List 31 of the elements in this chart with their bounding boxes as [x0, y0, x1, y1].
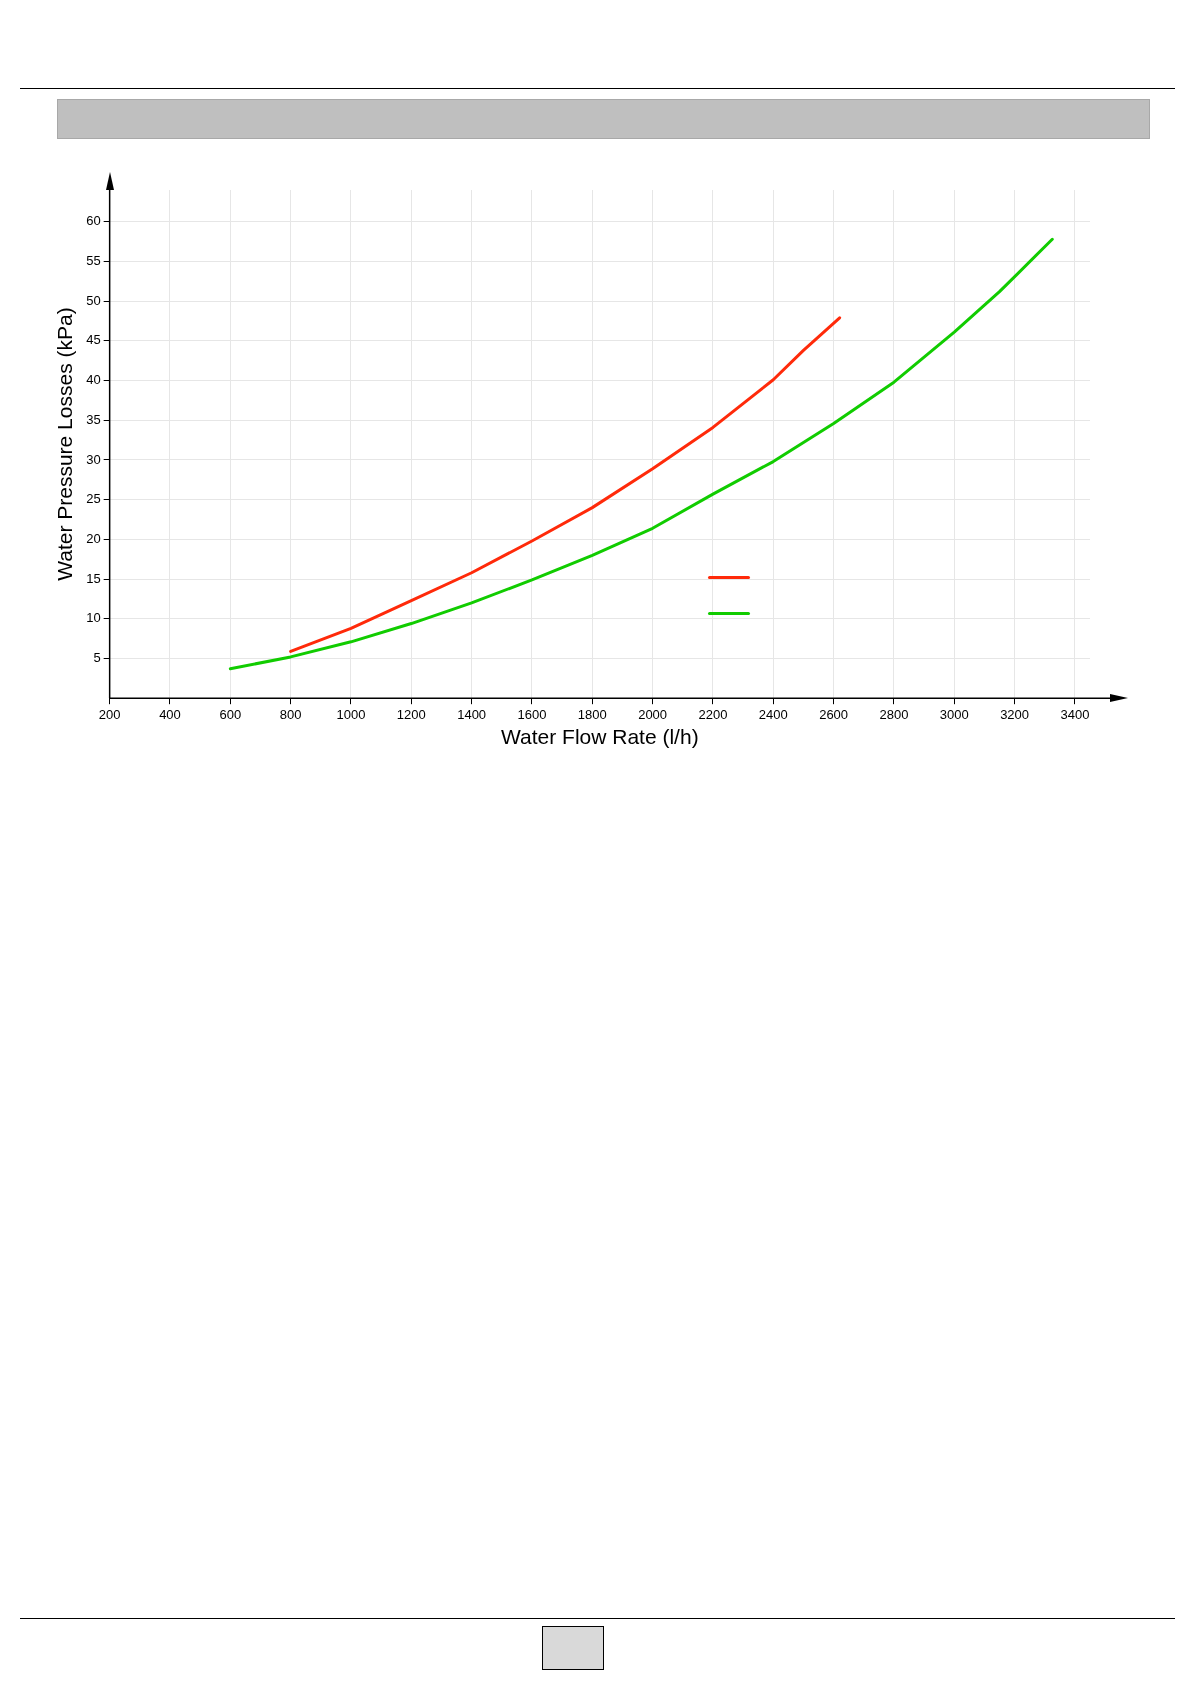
y-tick-label: 50	[86, 292, 101, 308]
x-tick-label: 800	[279, 706, 302, 722]
y-tick-label: 25	[86, 491, 101, 507]
x-tick-label: 1200	[396, 706, 426, 722]
x-axis-title: Water Flow Rate (l/h)	[501, 725, 699, 749]
y-tick-label: 5	[93, 650, 101, 666]
x-tick-label: 3000	[939, 706, 969, 722]
y-tick-label: 20	[86, 530, 101, 546]
x-tick-label: 3200	[1000, 706, 1030, 722]
x-tick-label: 1800	[577, 706, 607, 722]
x-tick-label: 400	[159, 706, 181, 722]
x-tick-label: 600	[219, 706, 242, 722]
y-tick-label: 35	[86, 411, 101, 427]
x-tick-label: 2800	[879, 706, 909, 722]
x-tick-label: 1600	[517, 706, 547, 722]
x-tick-label: 3400	[1060, 706, 1090, 722]
y-tick-label: 45	[86, 332, 101, 348]
y-tick-label: 10	[86, 610, 101, 626]
x-tick-label: 200	[98, 706, 121, 722]
y-axis-title: Water Pressure Losses (kPa)	[53, 307, 77, 581]
x-tick-label: 2600	[819, 706, 849, 722]
y-tick-label: 60	[86, 213, 101, 229]
y-tick-label: 15	[86, 570, 101, 586]
x-tick-label: 1000	[336, 706, 366, 722]
x-tick-label: 2400	[758, 706, 788, 722]
x-tick-label: 2000	[638, 706, 668, 722]
y-tick-label: 30	[86, 451, 101, 467]
y-tick-label: 55	[86, 253, 101, 269]
x-tick-label: 1400	[457, 706, 487, 722]
x-tick-label: 2200	[698, 706, 728, 722]
y-tick-label: 40	[86, 372, 101, 388]
